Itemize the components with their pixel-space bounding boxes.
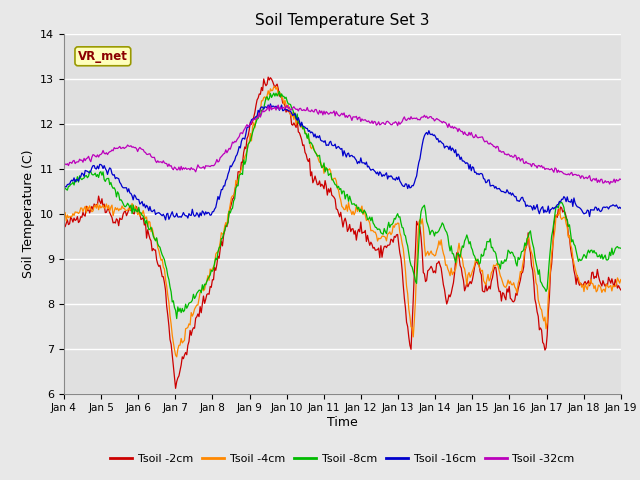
Tsoil -16cm bbox=[162, 217, 170, 223]
Line: Tsoil -2cm: Tsoil -2cm bbox=[64, 77, 621, 388]
Tsoil -4cm bbox=[606, 284, 614, 289]
Tsoil -8cm bbox=[60, 185, 68, 191]
Line: Tsoil -32cm: Tsoil -32cm bbox=[64, 105, 621, 184]
Legend: Tsoil -2cm, Tsoil -4cm, Tsoil -8cm, Tsoil -16cm, Tsoil -32cm: Tsoil -2cm, Tsoil -4cm, Tsoil -8cm, Tsoi… bbox=[106, 450, 579, 468]
Tsoil -32cm bbox=[326, 111, 333, 117]
Tsoil -4cm bbox=[394, 220, 401, 226]
Tsoil -4cm bbox=[519, 262, 527, 268]
Tsoil -8cm bbox=[327, 170, 335, 176]
Tsoil -32cm bbox=[60, 162, 68, 168]
Tsoil -2cm bbox=[264, 74, 272, 80]
Tsoil -2cm bbox=[394, 231, 401, 237]
Tsoil -16cm bbox=[327, 138, 335, 144]
Tsoil -2cm bbox=[606, 277, 614, 283]
Tsoil -8cm bbox=[364, 216, 371, 222]
Tsoil -32cm bbox=[606, 181, 614, 187]
Tsoil -4cm bbox=[327, 168, 335, 174]
Tsoil -4cm bbox=[617, 276, 625, 282]
Tsoil -2cm bbox=[60, 223, 68, 228]
Tsoil -8cm bbox=[275, 89, 283, 95]
Tsoil -16cm bbox=[617, 205, 625, 211]
Tsoil -2cm bbox=[327, 185, 335, 191]
Tsoil -4cm bbox=[364, 216, 371, 222]
Text: VR_met: VR_met bbox=[78, 50, 128, 63]
Tsoil -4cm bbox=[270, 84, 278, 90]
Tsoil -16cm bbox=[364, 164, 371, 170]
Tsoil -16cm bbox=[606, 204, 614, 210]
Tsoil -8cm bbox=[606, 249, 614, 255]
Tsoil -2cm bbox=[330, 194, 338, 200]
Tsoil -16cm bbox=[519, 194, 527, 200]
Tsoil -16cm bbox=[267, 101, 275, 107]
Tsoil -8cm bbox=[173, 316, 180, 322]
Tsoil -16cm bbox=[330, 143, 338, 148]
Tsoil -2cm bbox=[364, 232, 371, 238]
Tsoil -16cm bbox=[60, 182, 68, 188]
Tsoil -16cm bbox=[394, 177, 401, 182]
Tsoil -2cm bbox=[172, 385, 179, 391]
Tsoil -2cm bbox=[519, 269, 527, 275]
Line: Tsoil -8cm: Tsoil -8cm bbox=[64, 92, 621, 319]
Tsoil -32cm bbox=[329, 110, 337, 116]
Tsoil -2cm bbox=[617, 287, 625, 293]
Tsoil -8cm bbox=[519, 249, 527, 254]
Tsoil -32cm bbox=[605, 179, 612, 184]
Tsoil -32cm bbox=[362, 118, 370, 124]
Tsoil -8cm bbox=[617, 245, 625, 251]
Tsoil -32cm bbox=[518, 156, 525, 162]
Tsoil -4cm bbox=[330, 176, 338, 181]
Line: Tsoil -16cm: Tsoil -16cm bbox=[64, 104, 621, 220]
Tsoil -32cm bbox=[275, 102, 282, 108]
Tsoil -32cm bbox=[617, 177, 625, 182]
Tsoil -8cm bbox=[330, 180, 338, 185]
Title: Soil Temperature Set 3: Soil Temperature Set 3 bbox=[255, 13, 429, 28]
Line: Tsoil -4cm: Tsoil -4cm bbox=[64, 87, 621, 357]
Tsoil -4cm bbox=[60, 213, 68, 218]
Y-axis label: Soil Temperature (C): Soil Temperature (C) bbox=[22, 149, 35, 278]
Tsoil -32cm bbox=[393, 120, 401, 126]
X-axis label: Time: Time bbox=[327, 416, 358, 429]
Tsoil -8cm bbox=[394, 211, 401, 216]
Tsoil -4cm bbox=[173, 354, 180, 360]
